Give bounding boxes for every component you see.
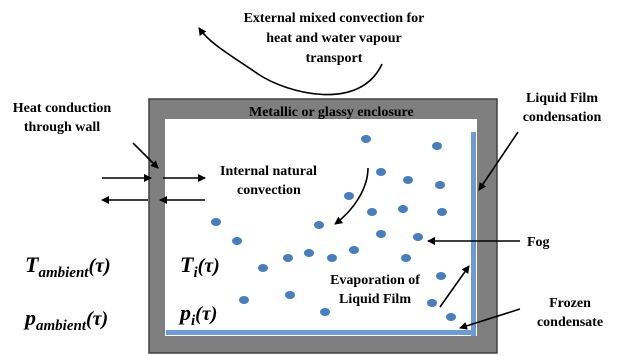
droplet <box>349 246 359 254</box>
frozen-condensate <box>166 330 476 335</box>
p-i-label: pi(τ) <box>178 300 217 329</box>
droplet <box>211 218 221 226</box>
arrows <box>101 27 521 330</box>
frozen-label-line2: condensate <box>537 315 603 330</box>
frozen-label-line1: Frozen <box>549 296 591 311</box>
fog-droplets <box>211 135 456 321</box>
droplet <box>327 254 337 262</box>
internal-convection-label-line2: convection <box>237 183 301 198</box>
droplet <box>344 192 354 200</box>
p-ambient-label: pambient(τ) <box>23 305 108 334</box>
evaporation-label-line1: Evaporation of <box>330 273 420 288</box>
droplet <box>403 176 413 184</box>
droplet <box>435 181 445 189</box>
droplet <box>432 142 442 150</box>
external-convection-arrow <box>198 27 383 96</box>
droplet <box>446 313 456 321</box>
heat-conduction-pointer <box>132 142 159 169</box>
droplet <box>398 205 408 213</box>
droplet <box>304 249 314 257</box>
droplet <box>437 208 447 216</box>
fog-label: Fog <box>527 235 550 250</box>
external-convection-label-line3: transport <box>306 51 363 66</box>
external-convection-label-line2: heat and water vapour <box>266 31 401 46</box>
evaporation-label-line2: Liquid Film <box>339 292 411 307</box>
droplet <box>376 230 386 238</box>
liquid-film-label-line1: Liquid Film <box>526 91 598 106</box>
droplet <box>320 308 330 316</box>
droplet <box>258 264 268 272</box>
internal-convection-label-line1: Internal natural <box>220 164 317 179</box>
external-convection-label-line1: External mixed convection for <box>244 11 425 26</box>
heat-conduction-label-line1: Heat conduction <box>13 101 112 116</box>
internal-convection-arrow <box>334 167 369 225</box>
droplet <box>436 272 446 280</box>
droplet <box>401 254 411 262</box>
droplet <box>283 254 293 262</box>
t-i-label: Ti(τ) <box>180 252 220 281</box>
liquid-film-arrow <box>478 131 519 191</box>
liquid-film <box>471 132 476 336</box>
droplet <box>314 221 324 229</box>
t-ambient-label: Tambient(τ) <box>25 252 111 281</box>
droplet <box>285 291 295 299</box>
droplet <box>413 233 423 241</box>
evaporation-arrow <box>439 265 470 308</box>
droplet <box>232 237 242 245</box>
liquid-film-label-line2: condensation <box>523 110 602 125</box>
frozen-condensate-arrow <box>459 308 521 330</box>
droplet <box>239 296 249 304</box>
droplet <box>427 299 437 307</box>
droplet <box>376 168 386 176</box>
droplet <box>367 208 377 216</box>
heat-conduction-label-line2: through wall <box>24 120 100 135</box>
enclosure-label: Metallic or glassy enclosure <box>249 105 414 120</box>
droplet <box>361 135 371 143</box>
